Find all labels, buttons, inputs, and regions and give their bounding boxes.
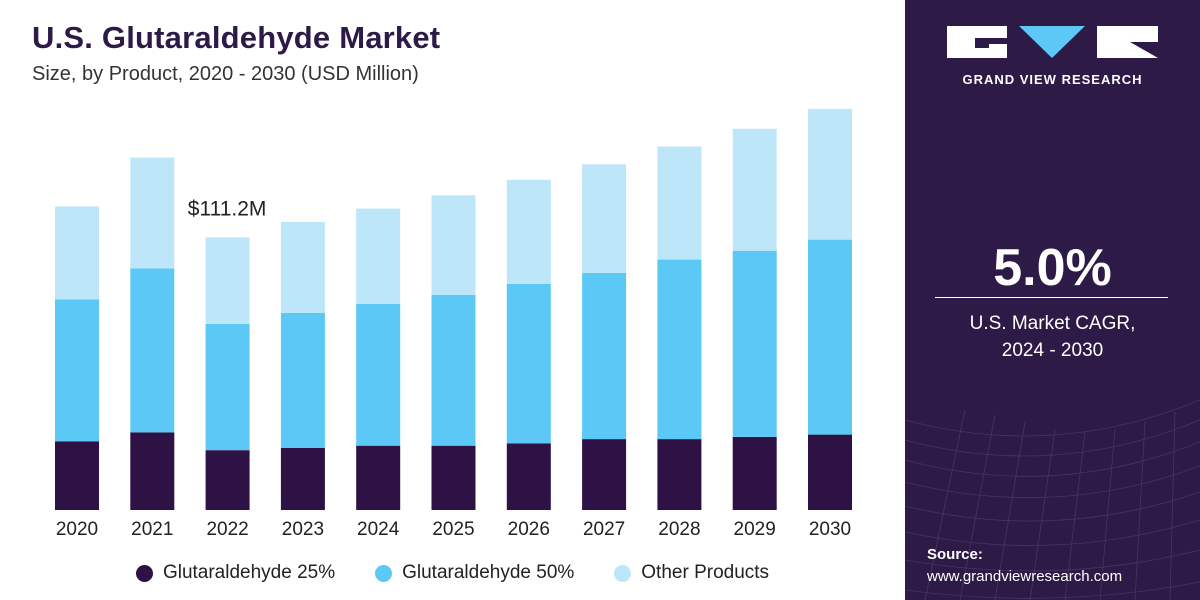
cagr-label-line-2: 2024 - 2030 <box>1001 340 1104 361</box>
source-label: Source: <box>927 546 983 563</box>
data-label-2022: $111.2M <box>188 197 267 220</box>
cagr-divider <box>935 297 1168 298</box>
chart-subtitle: Size, by Product, 2020 - 2030 (USD Milli… <box>32 63 419 85</box>
x-tick-label: 2022 <box>206 519 248 540</box>
bar-2023-series-0 <box>280 447 325 510</box>
bar-2022-series-1 <box>205 323 250 451</box>
bar-2026-series-2 <box>506 179 551 284</box>
legend-label: Glutaraldehyde 25% <box>162 562 336 583</box>
bar-2022-series-2 <box>205 237 250 324</box>
bar-2020-series-1 <box>55 299 99 442</box>
bar-2029-series-0 <box>732 436 777 510</box>
bar-2023-series-2 <box>280 221 325 313</box>
grid-wave-decoration <box>905 399 1200 600</box>
bar-2022-series-0 <box>205 450 250 510</box>
legend-item-other-products: Other Products <box>614 562 769 584</box>
bar-2025-series-2 <box>431 195 476 295</box>
source-url[interactable]: www.grandviewresearch.com <box>927 568 1123 585</box>
bar-2028-series-1 <box>657 259 702 440</box>
side-panel: GRAND VIEW RESEARCH 5.0% U.S. Market CAG… <box>905 0 1200 600</box>
bar-2028-series-2 <box>657 146 702 260</box>
bar-2021-series-0 <box>130 432 175 510</box>
chart-legend: Glutaraldehyde 25% Glutaraldehyde 50% Ot… <box>0 562 905 584</box>
bar-2020-series-0 <box>55 441 99 510</box>
bar-2030-series-0 <box>808 434 852 510</box>
cagr-label: U.S. Market CAGR, 2024 - 2030 <box>905 310 1200 364</box>
bar-2030-series-2 <box>808 108 852 240</box>
bar-2020-series-2 <box>55 206 99 300</box>
x-tick-label: 2024 <box>357 519 400 540</box>
bar-2024-series-1 <box>356 303 401 446</box>
bar-2027-series-2 <box>582 164 627 273</box>
bar-2026-series-0 <box>506 443 551 510</box>
stacked-bar-chart: 2020 2021 2022 2023 2024 2025 2026 2027 2028 2029… <box>55 108 852 540</box>
bar-2024-series-2 <box>356 208 401 304</box>
legend-item-glutaraldehyde-50: Glutaraldehyde 50% <box>375 562 574 584</box>
bar-2024-series-0 <box>356 445 401 510</box>
bar-2025-series-0 <box>431 445 476 510</box>
x-tick-label: 2027 <box>583 519 625 540</box>
x-tick-label: 2030 <box>809 519 851 540</box>
gvr-logo <box>947 26 1158 58</box>
x-tick-label: 2020 <box>56 519 98 540</box>
bar-2030-series-1 <box>808 239 852 435</box>
x-tick-label: 2025 <box>432 519 474 540</box>
x-tick-label: 2028 <box>658 519 700 540</box>
bar-2027-series-1 <box>582 272 627 440</box>
x-tick-label: 2023 <box>282 519 324 540</box>
legend-swatch <box>135 564 153 582</box>
bar-2029-series-2 <box>732 128 777 251</box>
legend-swatch <box>375 564 393 582</box>
legend-swatch <box>614 564 632 582</box>
chart-title: U.S. Glutaraldehyde Market <box>32 20 441 55</box>
cagr-value: 5.0% <box>993 239 1112 297</box>
bar-2029-series-1 <box>732 250 777 437</box>
legend-item-glutaraldehyde-25: Glutaraldehyde 25% <box>135 562 336 584</box>
cagr-label-line-1: U.S. Market CAGR, <box>969 313 1136 334</box>
x-tick-label: 2021 <box>131 519 173 540</box>
legend-label: Other Products <box>641 562 770 583</box>
x-tick-label: 2029 <box>734 519 776 540</box>
bar-2025-series-1 <box>431 295 476 446</box>
bar-2028-series-0 <box>657 439 702 510</box>
bar-2026-series-1 <box>506 283 551 444</box>
legend-label: Glutaraldehyde 50% <box>402 562 575 583</box>
bar-2021-series-2 <box>130 157 175 269</box>
brand-name: GRAND VIEW RESEARCH <box>962 72 1143 87</box>
bar-2021-series-1 <box>130 268 175 433</box>
bar-2027-series-0 <box>582 439 627 510</box>
x-tick-label: 2026 <box>508 519 550 540</box>
bar-2023-series-1 <box>280 312 325 448</box>
